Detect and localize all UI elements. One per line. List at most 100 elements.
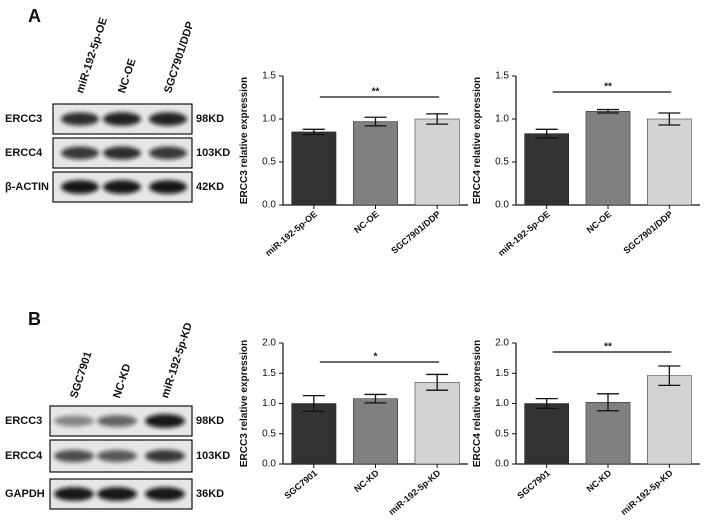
error-bar [597,108,619,114]
significance-label: ** [372,87,380,98]
significance-label: * [374,352,378,363]
y-tick-label: 1.0 [262,114,276,125]
blot-band [97,415,137,427]
panel-label: A [28,6,41,26]
size-label: 98KD [196,415,224,427]
bar [353,121,398,206]
lane-label: miR-192-5p-OE [74,16,110,95]
x-tick-label: SGC7901/DDP [621,209,674,256]
lane-label: NC-KD [111,362,133,399]
lane-label: SGC7901/DDP [162,20,196,95]
bar [647,375,692,465]
y-axis-title: ERCC3 relative expression [239,77,250,204]
blot-band [149,180,187,194]
y-tick-label: 0.5 [495,157,509,168]
y-tick-label: 0.0 [495,200,509,211]
panel-label: B [28,309,41,329]
x-tick-label: NC-KD [352,468,381,495]
y-tick-label: 1.5 [262,368,276,379]
lane-label: miR-192-5p-KD [159,321,195,400]
y-tick-label: 0.0 [495,459,509,470]
bar [291,131,337,206]
bar [585,111,631,206]
x-tick-label: NC-OE [585,209,614,235]
x-tick-label: miR-192-5p-OE [496,209,552,258]
blot-band [145,414,185,428]
bar [524,403,569,465]
y-tick-label: 1.5 [262,71,276,82]
error-bar [302,394,325,413]
blot-band [54,487,94,501]
bar [291,403,337,465]
size-label: 36KD [196,488,224,500]
size-label: 98KD [196,113,224,125]
x-tick-label: SGC7901 [515,468,552,501]
x-tick-label: miR-192-5p-KD [387,468,443,517]
y-tick-label: 2.0 [262,338,276,349]
error-bar [658,365,681,387]
y-tick-label: 0.5 [262,157,276,168]
error-bar [364,393,387,404]
significance-label: ** [604,342,612,353]
protein-label: ERCC4 [5,450,43,462]
size-label: 42KD [196,181,224,193]
blot-band [61,180,99,194]
protein-label: ERCC3 [5,415,42,427]
size-label: 103KD [196,450,230,462]
y-tick-label: 1.5 [495,368,509,379]
blot-band [149,146,187,160]
blot-band [97,487,137,501]
blot-band [145,487,185,501]
error-bar [302,128,325,136]
y-tick-label: 1.0 [262,398,276,409]
y-tick-label: 1.0 [495,114,509,125]
protein-label: ERCC4 [5,147,43,159]
y-axis-title: ERCC4 relative expression [472,340,483,467]
x-tick-label: NC-KD [585,468,614,495]
blot-band [97,450,137,462]
y-tick-label: 0.5 [262,428,276,439]
error-bar [535,128,558,139]
lane-label: SGC7901 [68,350,94,400]
size-label: 103KD [196,147,230,159]
error-bar [535,398,558,409]
y-tick-label: 0.0 [262,459,276,470]
y-tick-label: 1.0 [495,398,509,409]
significance-label: ** [604,82,612,93]
protein-label: ERCC3 [5,113,42,125]
blot-band [61,112,99,126]
blot-band [54,449,94,463]
error-bar [426,113,449,125]
bar [353,398,398,465]
y-tick-label: 1.5 [495,71,509,82]
blot-band [149,112,187,126]
y-tick-label: 0.0 [262,200,276,211]
blot-band [61,146,99,160]
y-axis-title: ERCC4 relative expression [472,77,483,204]
error-bar [364,116,387,127]
bar [647,118,692,206]
y-axis-title: ERCC3 relative expression [239,340,250,467]
error-bar [597,393,619,412]
error-bar [426,373,449,391]
blot-band [103,146,141,160]
lane-label: NC-OE [116,57,138,94]
error-bar [658,112,681,126]
x-tick-label: miR-192-5p-OE [263,209,319,258]
bar [524,133,569,206]
x-tick-label: SGC7901 [282,468,319,501]
x-tick-label: NC-OE [352,209,381,235]
protein-label: GAPDH [5,488,45,500]
blot-band [103,112,141,126]
x-tick-label: miR-192-5p-KD [619,468,675,517]
blot-band [145,449,185,463]
y-tick-label: 2.0 [495,338,509,349]
bar [414,118,460,206]
x-tick-label: SGC7901/DDP [389,209,442,256]
blot-band [103,180,141,194]
bar [414,382,460,465]
blot-band [54,415,94,427]
protein-label: β-ACTIN [5,181,49,193]
y-tick-label: 0.5 [495,428,509,439]
bar [585,402,631,465]
